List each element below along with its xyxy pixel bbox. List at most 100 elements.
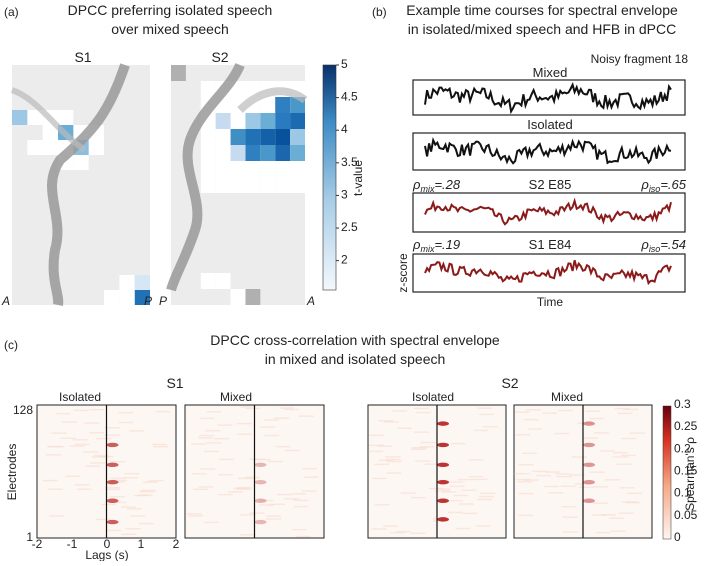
electrode-row: ρmix=.28 S2 E85 ρiso=.65	[412, 177, 687, 194]
noise	[125, 527, 141, 530]
noise	[424, 463, 440, 465]
noise	[238, 477, 254, 480]
noise	[558, 409, 574, 412]
noise	[295, 535, 311, 538]
noise	[104, 434, 120, 436]
cell	[260, 161, 276, 177]
noise	[447, 499, 463, 502]
cell	[230, 145, 246, 161]
trace-box	[412, 192, 686, 233]
noise	[259, 504, 275, 506]
y-label: z-score	[396, 253, 410, 293]
trace	[424, 197, 672, 226]
noise	[199, 417, 215, 420]
noise	[517, 481, 533, 483]
title: in isolated/mixed speech and HFB in dPCC	[408, 21, 676, 37]
noise	[396, 427, 412, 430]
rho-value: =.19	[434, 237, 460, 252]
svg-text:ρmix=.19: ρmix=.19	[412, 237, 460, 254]
colorbar-tick: 0.3	[674, 397, 691, 411]
noise	[618, 512, 634, 514]
cell	[215, 177, 231, 193]
fragment: Noisy fragment 18	[591, 52, 689, 66]
noise	[152, 443, 168, 446]
cell	[215, 161, 231, 177]
sulcus	[47, 63, 130, 306]
noise	[385, 456, 401, 458]
cell	[245, 289, 261, 305]
noise	[585, 410, 601, 412]
cell	[275, 177, 291, 193]
peak	[437, 498, 449, 503]
noise	[450, 442, 466, 445]
noise	[462, 512, 478, 515]
colorbar-tick: 2.5	[341, 220, 358, 234]
noise	[560, 485, 576, 487]
title: in mixed and isolated speech	[265, 351, 446, 367]
title: DPCC cross-correlation with spectral env…	[210, 332, 500, 348]
cell	[119, 275, 135, 290]
noise	[217, 474, 233, 476]
noise	[518, 463, 534, 466]
noise	[90, 462, 106, 464]
cell	[200, 129, 216, 145]
sub: mix	[420, 184, 434, 194]
noise	[609, 517, 625, 519]
trace-box	[412, 79, 686, 116]
noise	[65, 475, 81, 477]
noise	[523, 479, 539, 481]
x-tick: 2	[173, 537, 180, 551]
noise	[620, 454, 636, 457]
noise	[121, 533, 137, 536]
noise	[582, 437, 598, 439]
noise	[527, 428, 543, 430]
cell	[215, 273, 231, 289]
cell	[290, 145, 305, 161]
noise	[476, 525, 492, 527]
subject: S2	[211, 49, 228, 65]
noise	[523, 418, 539, 421]
rho-value: =.28	[434, 177, 460, 192]
noise	[478, 495, 494, 498]
noise	[413, 407, 429, 410]
noise	[532, 470, 548, 473]
cell	[230, 113, 246, 129]
noise	[139, 490, 155, 493]
noise	[391, 410, 407, 412]
noise	[89, 408, 105, 411]
noise	[120, 506, 136, 508]
noise	[441, 491, 457, 493]
noise	[129, 515, 145, 517]
noise	[396, 530, 412, 533]
noise	[191, 443, 207, 445]
noise	[240, 514, 256, 516]
peak	[106, 462, 119, 468]
noise	[473, 429, 489, 432]
noise	[61, 421, 77, 423]
noise	[448, 481, 464, 483]
cell	[215, 113, 231, 129]
cell	[275, 97, 291, 113]
noise	[200, 468, 216, 470]
noise	[525, 409, 541, 411]
noise	[571, 456, 587, 458]
noise	[303, 476, 319, 478]
noise	[104, 486, 120, 489]
colorbar-label: t-value	[351, 160, 365, 196]
panel-label: (b)	[372, 5, 387, 19]
peak	[583, 462, 595, 468]
cell	[290, 177, 305, 193]
noise	[301, 490, 317, 492]
noise	[411, 448, 427, 450]
svg-text:ρiso=.65: ρiso=.65	[640, 177, 686, 194]
noise	[478, 413, 494, 416]
noise	[55, 412, 71, 415]
noise	[72, 439, 88, 441]
noise	[420, 441, 436, 444]
noise	[378, 420, 394, 422]
noise	[263, 419, 279, 421]
noise	[240, 406, 256, 408]
noise	[616, 463, 632, 466]
colorbar-tick: 0.2	[674, 441, 691, 455]
rho-value: =.65	[660, 177, 686, 192]
